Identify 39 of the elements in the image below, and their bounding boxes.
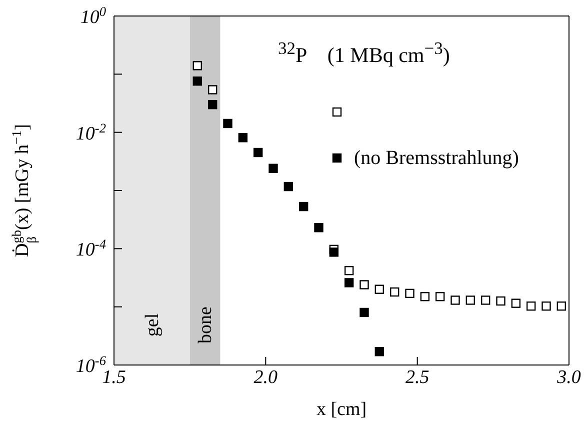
band-label: bone	[195, 306, 216, 344]
point	[298, 202, 308, 212]
point	[238, 133, 248, 142]
point	[405, 288, 414, 298]
point	[253, 148, 263, 158]
x-axis-title: x [cm]	[316, 399, 367, 420]
point	[374, 284, 384, 294]
point	[360, 308, 369, 318]
point	[192, 61, 202, 70]
point	[480, 296, 490, 305]
y-tick-label: 10$^{-4}$	[76, 236, 106, 261]
point	[344, 266, 354, 276]
x-tick-label: 2.5	[405, 367, 430, 388]
point	[496, 296, 506, 306]
point	[208, 100, 218, 110]
point	[466, 296, 476, 305]
point	[511, 298, 521, 308]
point	[420, 292, 430, 302]
y-tick-label: 10$^{-2}$	[76, 120, 106, 144]
x-tick-label: 3.0	[556, 367, 582, 388]
point	[192, 76, 202, 86]
band-label: gel	[142, 313, 163, 337]
point	[556, 301, 566, 311]
point	[390, 287, 400, 297]
point	[344, 278, 354, 288]
point	[314, 223, 324, 232]
point	[223, 118, 232, 128]
point	[542, 301, 551, 311]
y-tick-label: 10$^{0}$	[80, 4, 106, 28]
x-tick-label: 2.0	[254, 367, 278, 388]
point	[526, 301, 536, 311]
point	[268, 164, 278, 173]
point	[329, 248, 339, 257]
point	[208, 85, 218, 94]
text: $^{32}$P (1 MBq cm$^{−3}$)	[278, 38, 450, 68]
legend-label: (no Bremsstrahlung)	[354, 146, 519, 170]
point	[284, 182, 294, 192]
point	[374, 346, 384, 356]
point	[435, 292, 445, 302]
